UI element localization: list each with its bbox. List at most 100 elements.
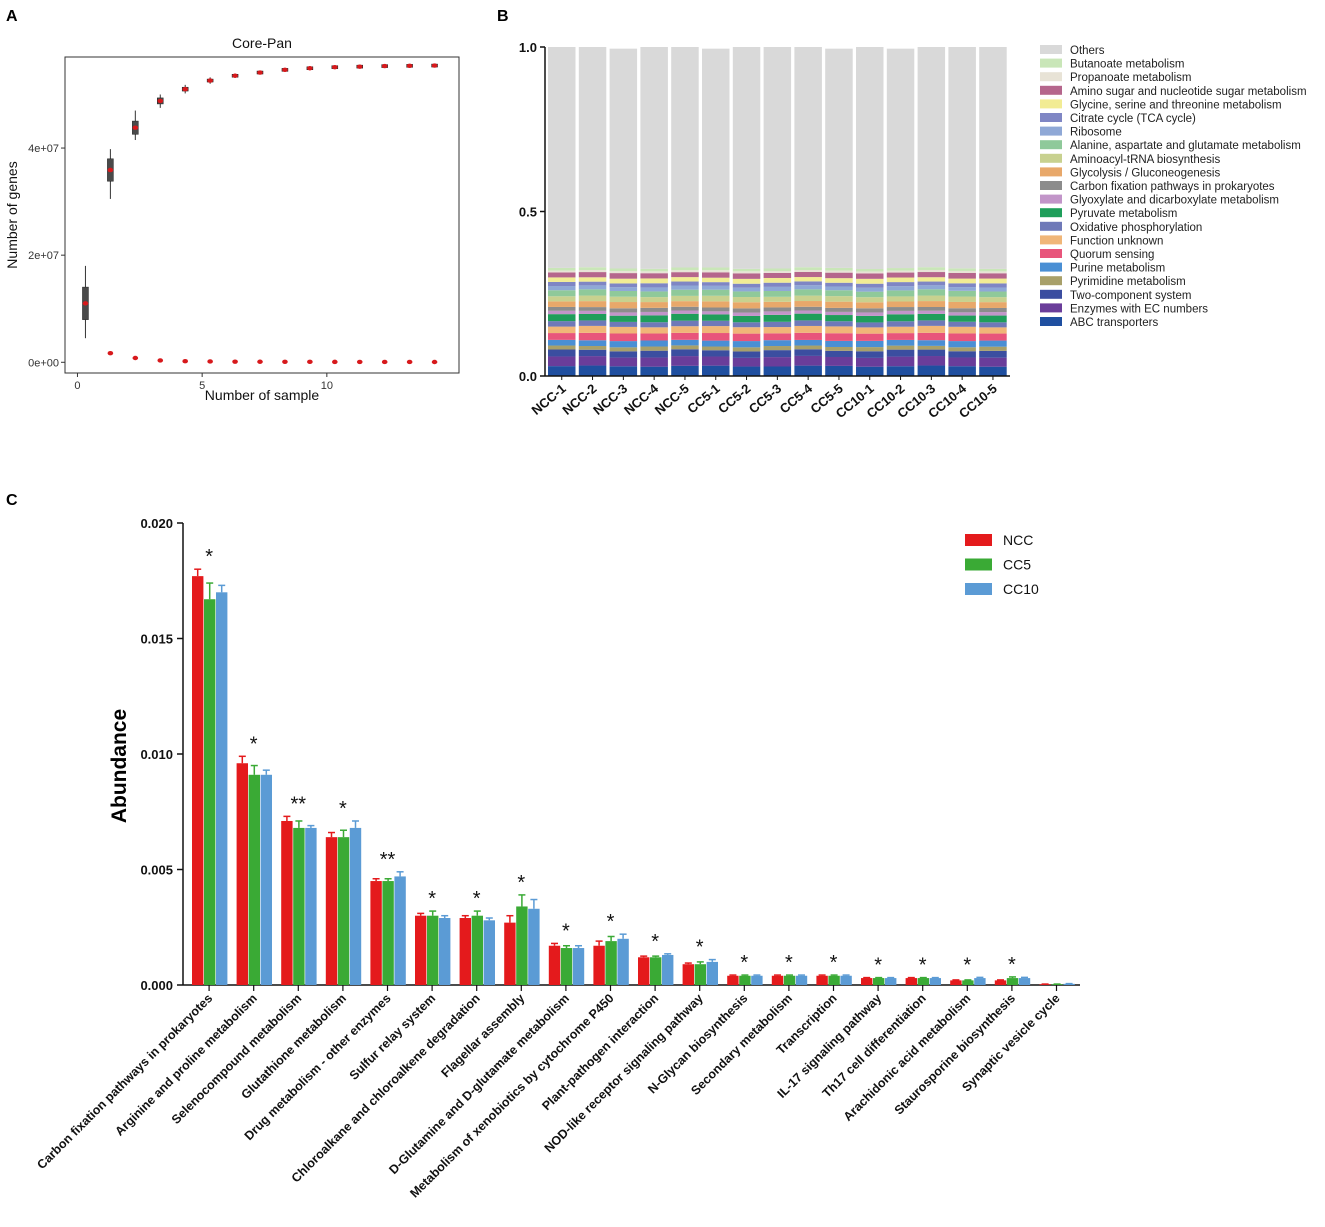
x-tick-label: CC5-1 xyxy=(684,381,722,417)
stack-segment xyxy=(948,287,976,291)
stack-segment xyxy=(886,268,915,271)
bar-ncc xyxy=(816,975,828,985)
stack-segment xyxy=(640,287,668,292)
legend-label: Function unknown xyxy=(1070,235,1163,247)
bar-cc10 xyxy=(706,961,718,985)
stack-segment xyxy=(948,321,976,327)
bar-cc5 xyxy=(783,975,796,985)
stack-segment xyxy=(979,271,1007,274)
legend-label: Citrate cycle (TCA cycle) xyxy=(1070,113,1196,125)
category-label: Carbon fixation pathways in prokaryotes xyxy=(34,991,215,1172)
stack-segment xyxy=(917,349,946,357)
legend-swatch xyxy=(1040,153,1062,163)
stack-segment xyxy=(548,267,576,271)
stack-segment xyxy=(548,277,576,282)
stack-segment xyxy=(609,357,638,367)
stack-segment xyxy=(548,310,576,315)
stack-segment xyxy=(948,308,976,313)
stack-segment xyxy=(825,340,853,347)
stack-segment xyxy=(763,333,792,341)
stack-segment xyxy=(640,366,668,376)
stack-segment xyxy=(825,326,853,334)
stack-segment xyxy=(886,326,915,334)
stack-segment xyxy=(979,283,1007,288)
stack-segment xyxy=(979,47,1007,269)
stack-segment xyxy=(948,347,976,352)
bar-cc10 xyxy=(394,876,406,985)
stack-segment xyxy=(578,349,607,357)
stack-segment xyxy=(763,271,792,273)
y-tick-label: 0.015 xyxy=(140,632,173,647)
bar-ncc xyxy=(994,980,1007,985)
legend-label: Ribosome xyxy=(1070,127,1122,139)
stack-segment xyxy=(578,365,607,376)
panel-label-b: B xyxy=(497,8,509,25)
x-tick-label: NCC-2 xyxy=(559,381,599,418)
legend-label: Enzymes with EC numbers xyxy=(1070,303,1208,315)
legend-swatch-ncc xyxy=(965,534,992,546)
stack-segment xyxy=(671,356,699,366)
bar-cc5 xyxy=(828,975,840,985)
significance-marker: * xyxy=(562,920,570,942)
bar-cc5 xyxy=(650,957,662,985)
bar-ncc xyxy=(682,964,694,985)
stack-segment xyxy=(979,315,1007,323)
stack-segment xyxy=(917,325,946,333)
stack-segment xyxy=(917,306,946,311)
legend-swatch-cc10 xyxy=(965,583,992,595)
core-point xyxy=(157,358,164,363)
stack-segment xyxy=(671,339,699,346)
stack-segment xyxy=(917,313,946,321)
x-tick-label: CC5-4 xyxy=(777,380,816,416)
bar-ncc xyxy=(861,978,873,985)
legend-swatch xyxy=(1040,45,1062,54)
significance-marker: * xyxy=(607,911,615,933)
stack-segment xyxy=(886,349,915,357)
stack-segment xyxy=(640,307,668,312)
stack-segment xyxy=(671,332,699,340)
stack-segment xyxy=(732,312,761,316)
stack-segment xyxy=(702,326,730,334)
stack-segment xyxy=(732,333,761,342)
stack-segment xyxy=(671,345,699,350)
stack-segment xyxy=(548,301,576,307)
core-point xyxy=(232,359,238,364)
stack-segment xyxy=(702,333,730,341)
bar-cc5 xyxy=(516,906,528,985)
stack-segment xyxy=(886,301,915,308)
core-point xyxy=(132,355,139,361)
stack-segment xyxy=(917,340,946,346)
stack-segment xyxy=(671,270,699,273)
stack-segment xyxy=(948,301,976,309)
stack-segment xyxy=(702,356,730,366)
significance-marker: * xyxy=(740,952,748,974)
stack-segment xyxy=(948,268,976,271)
stack-segment xyxy=(917,47,946,268)
bar-cc10 xyxy=(840,975,852,985)
stack-segment xyxy=(794,349,822,356)
bar-cc10 xyxy=(662,954,674,985)
significance-marker: * xyxy=(696,937,704,959)
legend-label: Propanoate metabolism xyxy=(1070,72,1191,84)
stack-segment xyxy=(609,296,638,303)
stack-segment xyxy=(886,356,915,367)
stack-segment xyxy=(671,289,699,296)
stack-segment xyxy=(948,283,976,288)
stack-segment xyxy=(640,297,668,303)
stack-segment xyxy=(825,356,853,366)
stack-segment xyxy=(886,272,915,278)
bar-cc5 xyxy=(382,881,394,985)
stack-segment xyxy=(979,278,1007,284)
stack-segment xyxy=(763,272,792,278)
legend-label: CC10 xyxy=(1003,581,1039,597)
bar-cc10 xyxy=(305,827,317,985)
stack-segment xyxy=(702,270,730,273)
stack-segment xyxy=(979,297,1007,303)
stack-segment xyxy=(640,357,668,367)
stack-segment xyxy=(548,290,576,297)
stack-segment xyxy=(825,301,853,308)
stack-segment xyxy=(609,290,638,297)
stack-segment xyxy=(671,281,699,286)
stack-segment xyxy=(671,320,699,327)
stack-segment xyxy=(671,47,699,268)
